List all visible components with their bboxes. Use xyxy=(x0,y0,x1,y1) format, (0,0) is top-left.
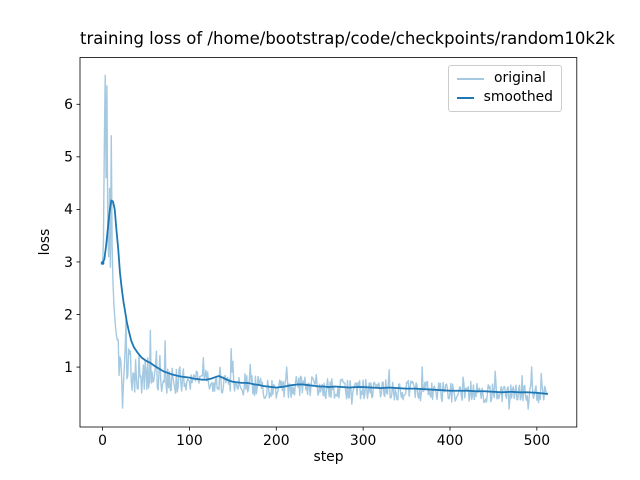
y-tick-label: 4 xyxy=(64,202,73,218)
x-tick-label: 500 xyxy=(524,433,551,449)
y-tick-label: 1 xyxy=(64,360,73,376)
x-tick-label: 400 xyxy=(437,433,464,449)
legend: original smoothed xyxy=(448,65,562,112)
legend-line-sample-original xyxy=(457,78,484,81)
legend-entry-smoothed: smoothed xyxy=(457,88,553,105)
series-group xyxy=(100,74,549,410)
y-axis-label: loss xyxy=(37,228,53,256)
x-tick-label: 100 xyxy=(176,433,203,449)
series-smoothed-line xyxy=(101,199,549,395)
y-tick-label: 2 xyxy=(64,307,73,323)
chart-title: training loss of /home/bootstrap/code/ch… xyxy=(80,29,615,48)
legend-line-sample-smoothed xyxy=(457,96,474,99)
series-original-line xyxy=(101,74,548,410)
axes-frame xyxy=(79,57,578,428)
x-tick-label: 0 xyxy=(98,433,107,449)
legend-entry-original: original xyxy=(457,70,553,87)
series-smoothed-start-marker xyxy=(100,261,105,265)
legend-label-original: original xyxy=(494,70,546,87)
legend-label-smoothed: smoothed xyxy=(483,88,553,105)
x-axis-label: step xyxy=(313,449,344,465)
x-tick-label: 300 xyxy=(350,433,377,449)
y-tick-label: 5 xyxy=(64,150,73,166)
x-tick-label: 200 xyxy=(263,433,290,449)
y-tick-label: 3 xyxy=(64,255,73,271)
y-tick-label: 6 xyxy=(64,97,73,113)
